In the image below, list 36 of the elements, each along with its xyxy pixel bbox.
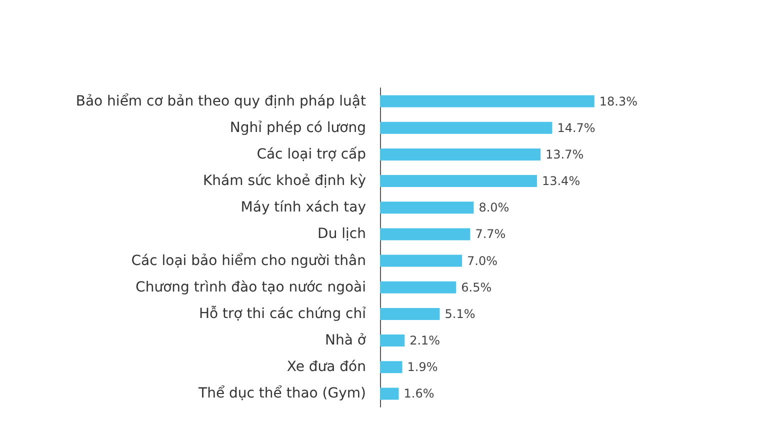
- y-tick-label: Du lịch: [318, 226, 366, 242]
- y-tick-label: Hỗ trợ thi các chứng chỉ: [198, 304, 366, 322]
- data-label: 1.6%: [404, 386, 434, 401]
- bar: [380, 334, 405, 347]
- data-label: 14.7%: [557, 120, 596, 135]
- data-label: 7.0%: [467, 254, 498, 268]
- y-tick-label: Các loại trợ cấp: [256, 146, 366, 162]
- bar: [380, 361, 402, 374]
- bar: [380, 308, 440, 320]
- y-tick-label: Bảo hiểm cơ bản theo quy định pháp luật: [76, 92, 366, 110]
- bar: [380, 175, 537, 188]
- data-label: 8.0%: [478, 200, 510, 215]
- y-tick-label: Xe đưa đón: [286, 359, 366, 376]
- y-tick-label: Nghỉ phép có lương: [230, 120, 366, 136]
- data-label: 1.9%: [407, 360, 438, 374]
- data-label: 18.3%: [599, 94, 638, 108]
- bar: [380, 148, 540, 160]
- bar: [380, 202, 474, 214]
- y-tick-label: Các loại bảo hiểm cho người thân: [131, 252, 366, 269]
- bar: [380, 254, 462, 267]
- y-tick-label: Chương trình đào tạo nước ngoài: [136, 279, 366, 296]
- y-tick-label: Nhà ở: [325, 332, 366, 349]
- y-tick-label: Máy tính xách tay: [240, 200, 366, 216]
- bar: [380, 281, 456, 294]
- y-tick-label: Khám sức khoẻ định kỳ: [202, 173, 366, 190]
- data-label: 2.1%: [410, 334, 440, 348]
- data-label: 7.7%: [475, 227, 506, 242]
- data-label: 13.4%: [542, 174, 580, 188]
- bar: [380, 388, 399, 400]
- bar: [380, 228, 470, 240]
- bar: [380, 122, 552, 134]
- data-label: 5.1%: [444, 306, 476, 321]
- y-tick-label: Thể dục thể thao (Gym): [198, 384, 366, 402]
- bar: [380, 95, 594, 108]
- data-label: 13.7%: [545, 147, 584, 162]
- data-label: 6.5%: [461, 280, 492, 294]
